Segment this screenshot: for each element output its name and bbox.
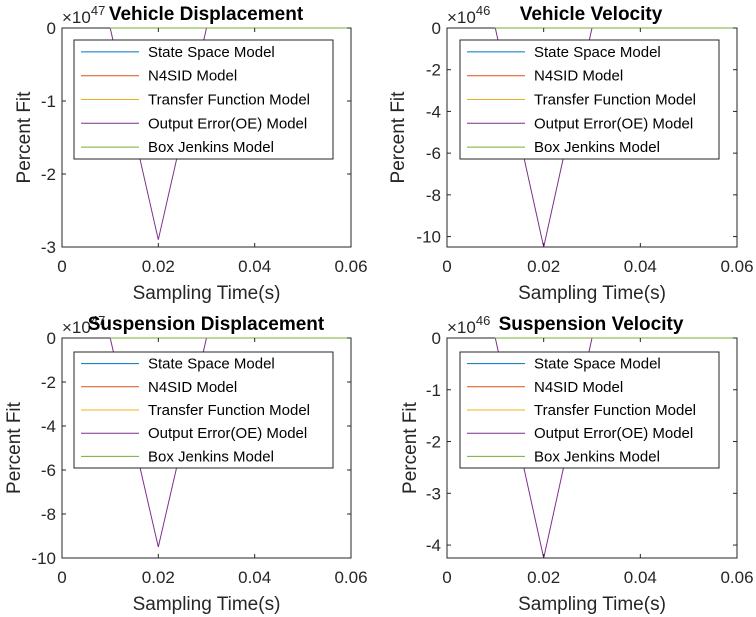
y-tick-label: -4	[426, 536, 441, 555]
legend-label-2: N4SID Model	[534, 68, 623, 85]
x-tick-label: 0	[442, 257, 451, 276]
y-tick-label: -6	[426, 144, 441, 163]
subplot-1: 0 0.02 0.04 0.060-1-2-3×1047 Vehicle Displac…	[14, 3, 368, 304]
y-tick-label: -10	[31, 549, 56, 568]
y-exponent-base: ×10	[447, 318, 476, 337]
y-tick-label: -3	[41, 238, 56, 257]
chart-title: Vehicle Velocity	[520, 4, 663, 25]
chart-title: Suspension Velocity	[499, 314, 684, 335]
y-exponent-power: 46	[476, 3, 490, 18]
y-tick-label: -4	[41, 417, 56, 436]
legend-label-2: N4SID Model	[534, 379, 623, 396]
y-exponent-base: ×10	[62, 318, 91, 337]
x-tick-label: 0.06	[334, 568, 367, 587]
y-axis-label: Percent Fit	[4, 401, 25, 494]
x-tick-label: 0.02	[142, 257, 175, 276]
y-tick-label: -2	[41, 373, 56, 392]
legend-label-4: Output Error(OE) Model	[534, 425, 693, 442]
y-tick-label: -3	[426, 484, 441, 503]
legend-label-3: Transfer Function Model	[148, 402, 310, 419]
y-exponent-power: 47	[91, 3, 105, 18]
x-tick-label: 0.06	[720, 568, 753, 587]
y-tick-label: -2	[426, 61, 441, 80]
x-axis-label: Sampling Time(s)	[133, 283, 281, 304]
legend-label-2: N4SID Model	[148, 379, 237, 396]
x-tick-label: 0.04	[624, 257, 657, 276]
y-exponent-power: 47	[91, 313, 105, 328]
y-exponent-label: ×1047	[62, 3, 105, 27]
y-exponent-label: ×1046	[447, 313, 490, 337]
y-tick-label: 0	[432, 329, 441, 348]
legend-label-1: State Space Model	[534, 44, 661, 61]
subplot-2: 0 0.02 0.04 0.06 0 -2 -4 -6 -8 -10 ×1046 Vehicle Ve…	[388, 3, 754, 304]
x-tick-label: 0	[57, 568, 66, 587]
x-tick-label: 0.02	[142, 568, 175, 587]
legend: State Space Model N4SID Model Transfer Fun…	[459, 39, 720, 160]
y-tick-label: -1	[41, 92, 56, 111]
x-axis-label: Sampling Time(s)	[518, 594, 666, 615]
x-tick-label: 0	[57, 257, 66, 276]
legend: State Space Model N4SID Model Transfer Fun…	[73, 39, 334, 160]
legend-label-4: Output Error(OE) Model	[148, 425, 307, 442]
y-axis-label: Percent Fit	[400, 401, 421, 494]
y-tick-label: -10	[416, 228, 441, 247]
y-tick-label: -4	[426, 102, 441, 121]
legend-label-4: Output Error(OE) Model	[148, 115, 307, 132]
y-exponent-label: ×1046	[447, 3, 490, 27]
legend-label-5: Box Jenkins Model	[534, 139, 660, 156]
legend-label-3: Transfer Function Model	[534, 402, 696, 419]
y-exponent-base: ×10	[447, 8, 476, 27]
y-tick-label: 0	[47, 329, 56, 348]
legend-label-2: N4SID Model	[148, 68, 237, 85]
x-axis-label: Sampling Time(s)	[518, 283, 666, 304]
legend-label-1: State Space Model	[148, 44, 275, 61]
y-exponent-power: 46	[476, 313, 490, 328]
y-exponent-label: ×1047	[62, 313, 105, 337]
y-axis-label: Percent Fit	[14, 91, 35, 184]
y-tick-label: -6	[41, 461, 56, 480]
legend-label-5: Box Jenkins Model	[534, 448, 660, 465]
legend-label-1: State Space Model	[148, 356, 275, 373]
x-tick-label: 0.02	[527, 257, 560, 276]
y-tick-label: -2	[41, 165, 56, 184]
legend: State Space Model N4SID Model Transfer Fun…	[73, 351, 334, 469]
x-axis-label: Sampling Time(s)	[133, 594, 281, 615]
y-tick-label: 0	[432, 19, 441, 38]
legend-label-1: State Space Model	[534, 356, 661, 373]
legend-label-3: Transfer Function Model	[534, 92, 696, 109]
legend-label-5: Box Jenkins Model	[148, 448, 274, 465]
chart-title: Vehicle Displacement	[109, 4, 304, 25]
x-tick-label: 0.04	[238, 257, 271, 276]
x-tick-label: 0.06	[334, 257, 367, 276]
x-tick-label: 0.06	[720, 257, 753, 276]
x-tick-label: 0	[442, 568, 451, 587]
chart-title: Suspension Displacement	[88, 314, 325, 335]
subplot-3: 0 0.02 0.04 0.06 0 -2 -4 -6 -8 -10 ×1047Suspension…	[4, 313, 368, 615]
x-tick-label: 0.04	[624, 568, 657, 587]
legend: State Space Model N4SID Model Transfer Fun…	[459, 351, 720, 469]
y-tick-label: -1	[426, 381, 441, 400]
y-exponent-base: ×10	[62, 8, 91, 27]
y-tick-label: -8	[426, 186, 441, 205]
subplot-4: 0 0.02 0.04 0.06 0 -1 -2 -3 -4 ×1046 Suspension Ve…	[400, 313, 754, 615]
y-tick-label: -2	[426, 433, 441, 452]
x-tick-label: 0.02	[527, 568, 560, 587]
y-axis-label: Percent Fit	[388, 91, 409, 184]
y-tick-label: -8	[41, 505, 56, 524]
legend-label-5: Box Jenkins Model	[148, 139, 274, 156]
legend-label-3: Transfer Function Model	[148, 92, 310, 109]
y-tick-label: 0	[47, 19, 56, 38]
x-tick-label: 0.04	[238, 568, 271, 587]
legend-label-4: Output Error(OE) Model	[534, 115, 693, 132]
